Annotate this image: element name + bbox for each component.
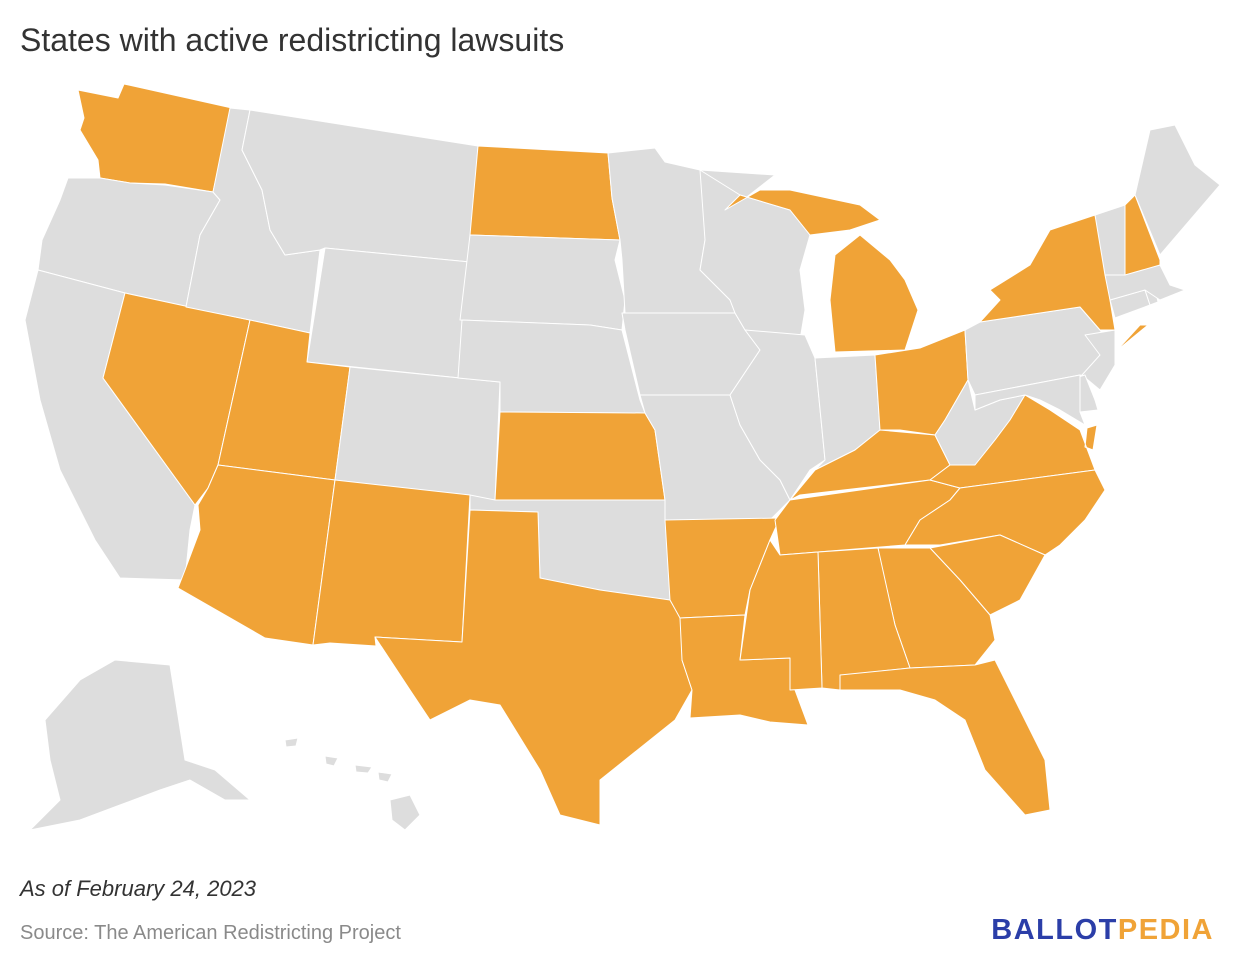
map-title: States with active redistricting lawsuit… bbox=[20, 22, 565, 58]
us-map bbox=[24, 83, 1221, 831]
state-md bbox=[974, 374, 1086, 426]
state-co bbox=[334, 366, 501, 501]
source-text: Source: The American Redistricting Proje… bbox=[20, 922, 401, 944]
state-il bbox=[729, 329, 826, 501]
state-nm bbox=[312, 479, 471, 647]
state-ak bbox=[29, 659, 251, 831]
logo-part-ballot: BALLOT bbox=[991, 914, 1118, 946]
state-sd bbox=[459, 234, 626, 331]
state-wy bbox=[306, 247, 471, 379]
state-me bbox=[1134, 124, 1221, 256]
state-fl bbox=[839, 659, 1051, 816]
state-ks bbox=[494, 411, 666, 501]
state-nj bbox=[1081, 329, 1116, 391]
ballotpedia-logo: BALLOTPEDIA bbox=[991, 914, 1214, 947]
state-va bbox=[929, 394, 1098, 489]
state-tx bbox=[374, 509, 693, 826]
logo-part-pedia: PEDIA bbox=[1117, 914, 1214, 946]
state-mt bbox=[241, 109, 479, 263]
state-wa bbox=[77, 83, 233, 193]
state-hi bbox=[284, 737, 421, 831]
date-note: As of February 24, 2023 bbox=[20, 876, 257, 901]
state-nd bbox=[469, 145, 621, 241]
state-mi bbox=[724, 189, 919, 353]
state-ms bbox=[739, 539, 823, 691]
state-nh bbox=[1124, 194, 1161, 276]
